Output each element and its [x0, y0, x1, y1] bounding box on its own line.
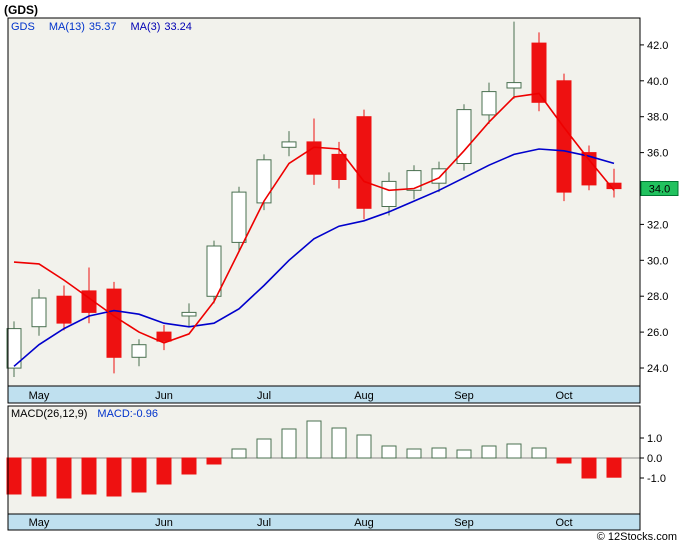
macd-axis-label: -1.0 [647, 473, 666, 485]
candle-down [106, 288, 122, 358]
candle-up [181, 311, 197, 317]
macd-bar [31, 457, 47, 497]
price-month-band [7, 385, 641, 404]
macd-axis-label: 0.0 [647, 453, 662, 465]
candle-down [156, 331, 172, 342]
macd-bar [356, 434, 372, 459]
month-label: Jun [155, 390, 173, 402]
month-label: Jul [257, 390, 271, 402]
macd-bar [156, 457, 172, 485]
candle-down [331, 153, 347, 180]
candle-up [206, 245, 222, 297]
page-title: (GDS) [4, 3, 38, 17]
macd-bar [56, 457, 72, 499]
month-label: Jul [257, 517, 271, 529]
price-axis-label: 40.0 [647, 76, 668, 88]
candle-up [231, 191, 247, 243]
price-axis-label: 32.0 [647, 219, 668, 231]
candle-up [256, 159, 272, 204]
candle-up [131, 344, 147, 358]
price-axis-label: 36.0 [647, 148, 668, 160]
candle-down [606, 182, 622, 190]
macd-bar [331, 427, 347, 459]
macd-bar [231, 448, 247, 459]
candle-up [6, 328, 22, 369]
month-label: May [29, 517, 50, 529]
candle-up [431, 168, 447, 184]
macd-plot-frame [7, 405, 641, 531]
macd-bar [206, 457, 222, 465]
macd-bar [606, 457, 622, 478]
price-plot-frame [7, 17, 641, 404]
price-axis-label: 26.0 [647, 327, 668, 339]
macd-bar [281, 428, 297, 459]
macd-plot-background [8, 406, 640, 514]
ma-line-MA(13) [13, 148, 615, 367]
current-price-tag [640, 181, 679, 196]
macd-bar [106, 457, 122, 497]
macd-bar [81, 457, 97, 495]
macd-bar [556, 457, 572, 464]
macd-bar [581, 457, 597, 479]
macd-bar [406, 448, 422, 459]
month-label: Aug [354, 517, 374, 529]
price-axis-label: 28.0 [647, 291, 668, 303]
candle-up [506, 82, 522, 89]
candle-down [531, 42, 547, 103]
macd-bar [131, 457, 147, 493]
macd-bar [181, 457, 197, 475]
month-label: Jun [155, 517, 173, 529]
month-label: Oct [555, 390, 572, 402]
macd-month-band [7, 513, 641, 531]
candle-up [381, 180, 397, 207]
price-axis-label: 38.0 [647, 112, 668, 124]
macd-axis-label: 1.0 [647, 433, 662, 445]
macd-bar [506, 443, 522, 459]
candle-down [56, 295, 72, 324]
candle-up [481, 91, 497, 116]
macd-bar [6, 457, 22, 495]
candle-down [556, 80, 572, 193]
candle-up [31, 297, 47, 328]
current-price-label: 34.0 [649, 184, 670, 196]
macd-bar [481, 445, 497, 459]
month-label: Sep [454, 517, 474, 529]
price-axis-label: 24.0 [647, 363, 668, 375]
price-axis-label: 42.0 [647, 40, 668, 52]
macd-bar [456, 449, 472, 459]
macd-bar [531, 447, 547, 459]
ma-line-MA(3) [13, 92, 615, 344]
candle-up [456, 109, 472, 164]
month-label: May [29, 390, 50, 402]
macd-bar [256, 438, 272, 459]
candle-up [406, 170, 422, 191]
macd-bar [431, 447, 447, 459]
macd-bar [306, 420, 322, 459]
candle-up [281, 141, 297, 148]
macd-bar [381, 445, 397, 459]
price-axis-label: 30.0 [647, 255, 668, 267]
month-label: Aug [354, 390, 374, 402]
month-label: Sep [454, 390, 474, 402]
candle-down [356, 116, 372, 209]
copyright-credit: © 12Stocks.com [596, 531, 677, 543]
month-label: Oct [555, 517, 572, 529]
